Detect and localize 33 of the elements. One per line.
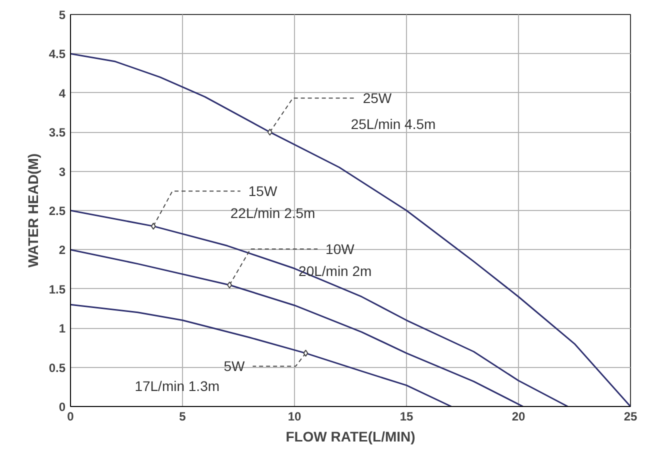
y-tick-label: 1 bbox=[58, 322, 66, 336]
annotation: 5W bbox=[224, 358, 246, 374]
y-tick-label: 2.5 bbox=[48, 204, 66, 218]
annotation: 10W bbox=[326, 240, 356, 257]
x-axis-title: FLOW RATE(L/MIN) bbox=[286, 428, 416, 444]
y-tick-label: 0.5 bbox=[48, 360, 66, 375]
y-tick-label: 2 bbox=[58, 243, 66, 258]
x-tick-label: 20 bbox=[512, 410, 526, 424]
x-tick-label: 25 bbox=[624, 410, 638, 424]
annotation: 20L/min 2m bbox=[298, 262, 372, 279]
annotation: 25L/min 4.5m bbox=[350, 116, 436, 132]
point bbox=[303, 350, 308, 357]
x-tick-label: 5 bbox=[179, 410, 186, 424]
y-axis-title: WATER HEAD(M) bbox=[24, 153, 41, 268]
x-tick-label: 10 bbox=[288, 410, 302, 424]
annotation: 15W bbox=[248, 183, 278, 200]
point bbox=[150, 222, 156, 230]
x-tick-label: 15 bbox=[400, 410, 414, 424]
y-tick-label: 0 bbox=[58, 400, 66, 414]
y-tick-label: 3 bbox=[58, 164, 66, 179]
annotation: 25W bbox=[362, 90, 392, 106]
y-tick-label: 4 bbox=[58, 86, 66, 100]
line-series bbox=[70, 304, 452, 406]
x-tick-label: 0 bbox=[67, 410, 74, 424]
y-tick-label: 4.5 bbox=[48, 47, 66, 62]
line-series bbox=[70, 210, 569, 406]
point bbox=[227, 281, 232, 288]
y-tick-label: 3.5 bbox=[48, 126, 66, 140]
annotation: 17L/min 1.3m bbox=[134, 378, 220, 394]
point bbox=[267, 128, 272, 136]
annotation: 22L/min 2.5m bbox=[230, 205, 316, 222]
y-tick-label: 1.5 bbox=[48, 282, 66, 296]
y-tick-label: 5 bbox=[58, 8, 66, 22]
